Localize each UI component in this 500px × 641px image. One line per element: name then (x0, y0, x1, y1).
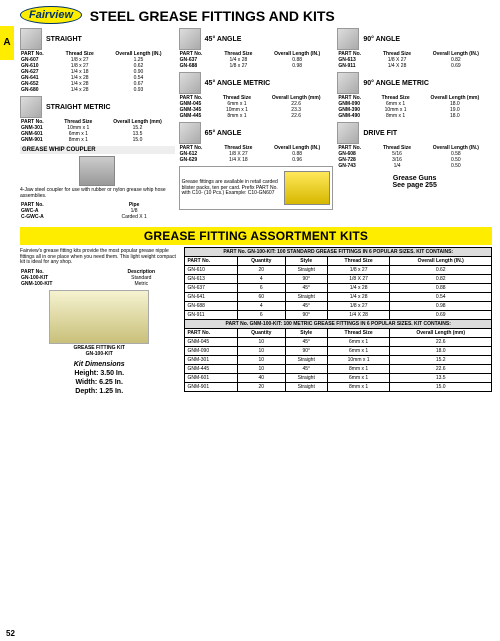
fitting-icon (20, 96, 42, 118)
angle65-block: 65° ANGLE PART No.Thread SizeOverall Len… (179, 122, 334, 163)
angle90-metric-block: 90° ANGLE METRIC PART No.Thread SizeOver… (337, 72, 492, 119)
kits-section: Fairview's grease fitting kits provide t… (20, 247, 492, 397)
block-title: STRAIGHT METRIC (46, 104, 111, 111)
drive-fit-table: PART No.Thread SizeOverall Length (IN.) … (337, 145, 492, 169)
block-title: 45° ANGLE (205, 36, 242, 43)
col-left: STRAIGHT PART No.Thread SizeOverall Leng… (20, 28, 175, 223)
blister-pack-image (284, 171, 330, 205)
dim-title: Kit Dimensions (20, 360, 178, 369)
blister-note: Grease fittings are available in retail … (182, 180, 282, 197)
left-margin (0, 0, 12, 641)
whip-block: GREASE WHIP COUPLER 4-Jaw steel coupler … (20, 146, 175, 220)
grease-guns-note: Grease Guns See page 255 (337, 175, 492, 189)
dim-h: Height: 3.50 In. (20, 369, 178, 378)
angle45-table: PART No.Thread SizeOverall Length (IN.) … (179, 51, 334, 69)
col-mid: 45° ANGLE PART No.Thread SizeOverall Len… (179, 28, 334, 223)
block-title: 45° ANGLE METRIC (205, 80, 271, 87)
angle45-metric-table: PART No.Thread SizeOverall Length (mm) G… (179, 95, 334, 119)
kits-right: PART No. GN-100-KIT: 100 STANDARD GREASE… (184, 247, 492, 397)
kits-heading-bar: GREASE FITTING ASSORTMENT KITS (20, 227, 492, 245)
fittings-grid: STRAIGHT PART No.Thread SizeOverall Leng… (20, 28, 492, 223)
whip-table: PART No.Pipe GWC-A1/8 C-GWC-ACarded X 1 (20, 202, 175, 220)
fitting-icon (179, 28, 201, 50)
kits-left: Fairview's grease fitting kits provide t… (20, 247, 178, 397)
page-title: STEEL GREASE FITTINGS AND KITS (90, 8, 335, 24)
kit-photo (49, 290, 149, 344)
dim-d: Depth: 1.25 In. (20, 387, 178, 396)
kits-intro: Fairview's grease fitting kits provide t… (20, 249, 178, 266)
coupler-image (79, 156, 115, 186)
metric-head: PART No. GNM-100-KIT: 100 METRIC GREASE … (185, 319, 492, 328)
angle45-block: 45° ANGLE PART No.Thread SizeOverall Len… (179, 28, 334, 69)
straight-metric-table: PART No.Thread SizeOverall Length (mm) G… (20, 119, 175, 143)
straight-metric-block: STRAIGHT METRIC PART No.Thread SizeOvera… (20, 96, 175, 143)
fitting-icon (337, 122, 359, 144)
kit-std-table: PART No. GN-100-KIT: 100 STANDARD GREASE… (184, 247, 492, 392)
straight-block: STRAIGHT PART No.Thread SizeOverall Leng… (20, 28, 175, 93)
fitting-icon (20, 28, 42, 50)
angle65-table: PART No.Thread SizeOverall Length (IN.) … (179, 145, 334, 163)
kits-partno-table: PART No.Description GN-100-KITStandard G… (20, 269, 178, 287)
drive-fit-block: DRIVE FIT PART No.Thread SizeOverall Len… (337, 122, 492, 169)
fitting-icon (179, 122, 201, 144)
page-number: 52 (6, 629, 15, 638)
catalog-page: A Fairview STEEL GREASE FITTINGS AND KIT… (0, 0, 500, 641)
straight-table: PART No.Thread SizeOverall Length (IN.) … (20, 51, 175, 93)
angle90-metric-table: PART No.Thread SizeOverall Length (mm) G… (337, 95, 492, 119)
block-title: STRAIGHT (46, 36, 82, 43)
col-right: 90° ANGLE PART No.Thread SizeOverall Len… (337, 28, 492, 223)
angle90-table: PART No.Thread SizeOverall Length (IN.) … (337, 51, 492, 69)
whip-desc: 4-Jaw steel coupler for use with rubber … (20, 188, 175, 200)
block-title: GREASE WHIP COUPLER (20, 146, 175, 154)
page-header: Fairview STEEL GREASE FITTINGS AND KITS (20, 6, 492, 24)
section-tab: A (0, 26, 14, 60)
kit-dimensions: Kit Dimensions Height: 3.50 In. Width: 6… (20, 360, 178, 396)
brand-logo: Fairview (20, 6, 82, 24)
dim-w: Width: 6.25 In. (20, 378, 178, 387)
block-title: 90° ANGLE METRIC (363, 80, 429, 87)
block-title: DRIVE FIT (363, 130, 397, 137)
blister-note-block: Grease fittings are available in retail … (179, 166, 334, 210)
fitting-icon (337, 28, 359, 50)
fitting-icon (337, 72, 359, 94)
angle45-metric-block: 45° ANGLE METRIC PART No.Thread SizeOver… (179, 72, 334, 119)
std-head: PART No. GN-100-KIT: 100 STANDARD GREASE… (185, 247, 492, 256)
angle90-block: 90° ANGLE PART No.Thread SizeOverall Len… (337, 28, 492, 69)
block-title: 65° ANGLE (205, 130, 242, 137)
block-title: 90° ANGLE (363, 36, 400, 43)
fitting-icon (179, 72, 201, 94)
kit-caption: GREASE FITTING KIT GN-100-KIT (20, 345, 178, 357)
